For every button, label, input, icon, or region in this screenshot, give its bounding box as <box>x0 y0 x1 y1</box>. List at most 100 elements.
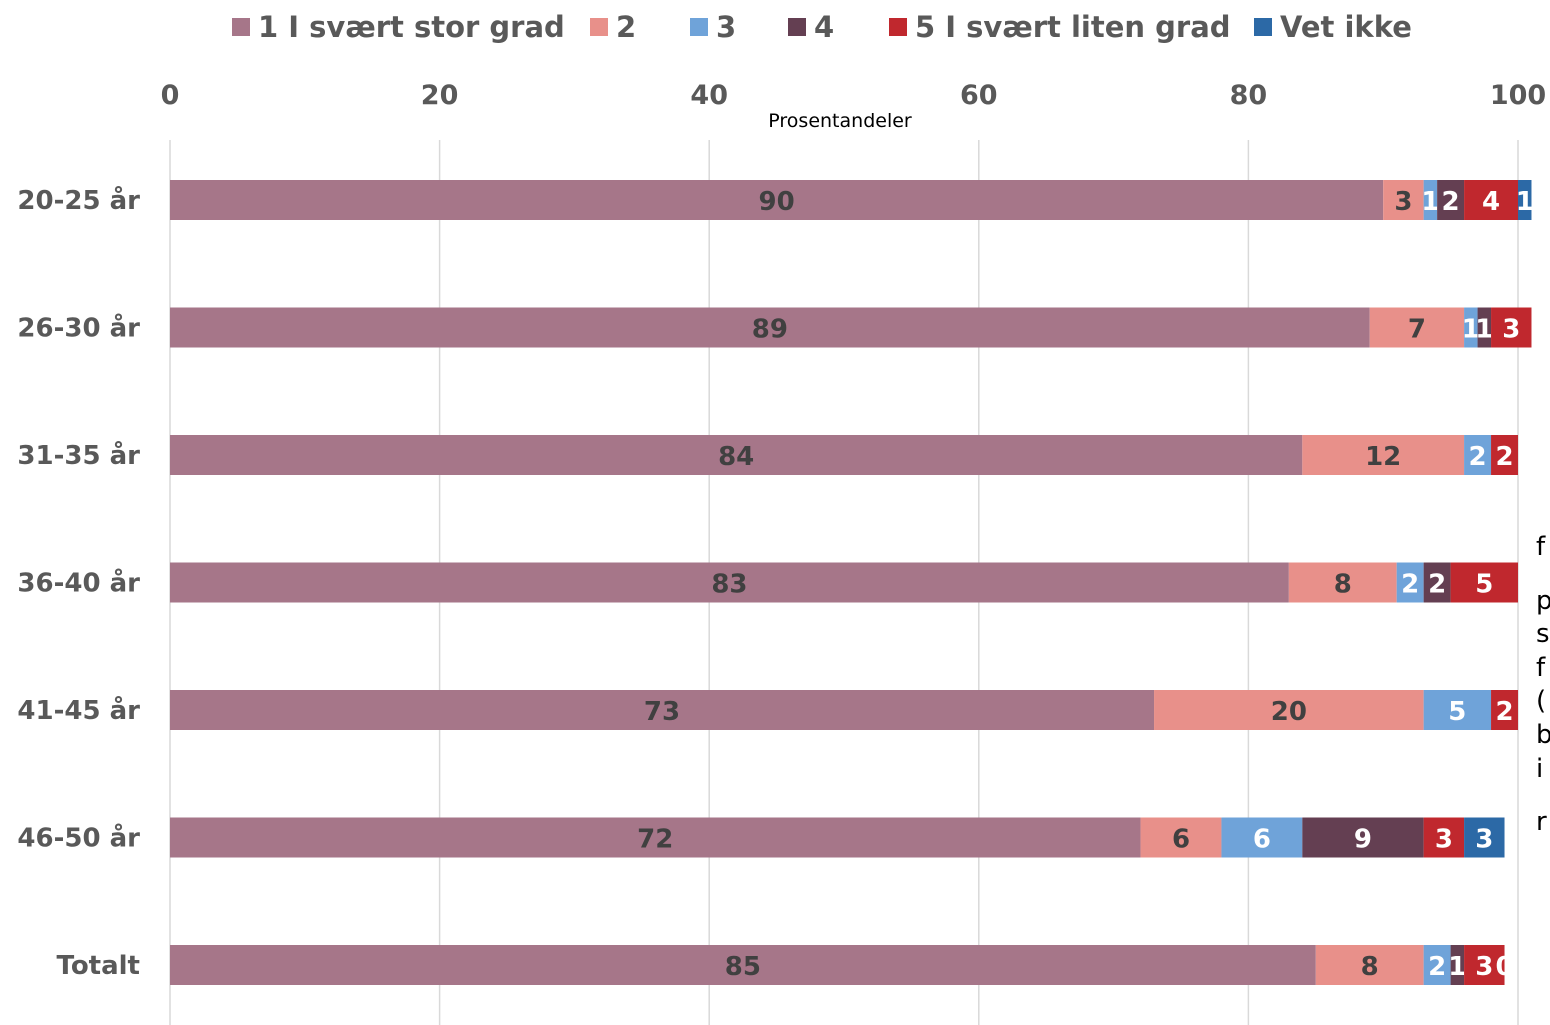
data-label: 1 <box>1462 315 1480 345</box>
bar-segment <box>170 690 1155 730</box>
legend-item: 4 <box>788 10 834 44</box>
legend-label: Vet ikke <box>1280 10 1412 44</box>
legend-swatch <box>232 18 250 36</box>
legend-label: 3 <box>716 10 736 44</box>
legend-label: 4 <box>814 10 834 44</box>
category-label: 46-50 år <box>17 822 140 854</box>
data-label: 2 <box>1469 442 1487 472</box>
x-tick-label: 0 <box>161 80 180 111</box>
bar-segment <box>1221 817 1303 858</box>
bar-segment <box>1491 435 1518 475</box>
legend-swatch <box>1254 18 1272 36</box>
side-note-fragment: s <box>1536 619 1550 649</box>
category-label: 26-30 år <box>17 312 140 344</box>
data-label: 2 <box>1401 570 1419 600</box>
bar-segment <box>170 180 1384 220</box>
category-label: Totalt <box>57 951 140 981</box>
data-label: 90 <box>759 187 795 217</box>
data-label: 72 <box>637 825 673 855</box>
bar-segment <box>1383 180 1424 220</box>
data-label: 1 <box>1421 187 1439 217</box>
data-label: 2 <box>1428 570 1446 600</box>
bar-segment <box>1423 180 1438 220</box>
data-label: 12 <box>1365 442 1401 472</box>
legend-item: 1 I svært stor grad <box>232 10 565 44</box>
x-tick-label: 40 <box>690 80 728 111</box>
bar-segment <box>1288 562 1397 603</box>
bar-segment <box>170 945 1316 985</box>
bar-segment <box>1491 690 1518 730</box>
data-label: 1 <box>1516 187 1534 217</box>
category-label: 41-45 år <box>17 694 140 726</box>
data-label: 85 <box>725 952 761 982</box>
data-label: 3 <box>1435 825 1453 855</box>
bar-segment <box>1491 307 1532 348</box>
bar-segment <box>1423 562 1451 603</box>
data-label: 89 <box>752 315 788 345</box>
x-axis-title: Prosentandeler <box>768 110 912 132</box>
category-label: 31-35 år <box>17 439 140 471</box>
bar-segment <box>1437 180 1465 220</box>
bar-segment <box>170 435 1303 475</box>
data-label: 3 <box>1475 952 1493 982</box>
data-label: 3 <box>1475 825 1493 855</box>
side-note-fragment: f <box>1536 653 1546 683</box>
bar-segment <box>1423 945 1451 985</box>
side-note-fragment: i <box>1536 754 1543 784</box>
bar-segment <box>1423 690 1492 730</box>
bar-segment <box>1464 817 1505 858</box>
data-label: 3 <box>1502 315 1520 345</box>
data-label: 4 <box>1482 187 1500 217</box>
data-label: 5 <box>1475 570 1493 600</box>
bar-segment <box>1464 435 1492 475</box>
category-labels: 20-25 år 26-30 år 31-35 år 36-40 år 41-45 år… <box>17 184 140 981</box>
side-note-fragment: ( <box>1536 686 1546 716</box>
legend-swatch <box>889 18 907 36</box>
bar-segment <box>170 817 1141 858</box>
bar-segment <box>1518 180 1532 220</box>
data-label: 83 <box>711 570 747 600</box>
legend-swatch <box>690 18 708 36</box>
legend-label: 1 I svært stor grad <box>258 10 565 44</box>
data-label: 2 <box>1495 442 1513 472</box>
legend-swatch <box>788 18 806 36</box>
data-label: 1 <box>1475 315 1493 345</box>
bar-segment <box>170 307 1370 348</box>
bar-segment <box>1464 180 1518 220</box>
bar-segment <box>1396 562 1424 603</box>
legend-item: 3 <box>690 10 736 44</box>
category-label: 20-25 år <box>17 184 140 216</box>
data-label: 6 <box>1172 825 1190 855</box>
data-label: 8 <box>1361 952 1379 982</box>
bar-segment <box>1302 817 1424 858</box>
bar-segment <box>1450 562 1518 603</box>
legend-label: 5 I svært liten grad <box>915 10 1231 44</box>
side-note-fragment: r <box>1536 807 1547 837</box>
bar-segment <box>1423 817 1465 858</box>
x-tick-label: 20 <box>421 80 459 111</box>
bar-segment <box>1464 945 1505 985</box>
data-label: 6 <box>1253 825 1271 855</box>
legend-item: 5 I svært liten grad <box>889 10 1231 44</box>
data-label: 73 <box>644 697 680 727</box>
x-tick-label: 60 <box>960 80 998 111</box>
data-label: 2 <box>1428 952 1446 982</box>
side-note-fragment: p <box>1536 586 1550 616</box>
legend-item: 2 <box>590 10 636 44</box>
data-label: 2 <box>1442 187 1460 217</box>
data-label: 84 <box>718 442 754 472</box>
bar-segment <box>1315 945 1424 985</box>
side-note-fragment: f <box>1536 532 1546 562</box>
bar-segment <box>1140 817 1222 858</box>
x-tick-label: 80 <box>1230 80 1268 111</box>
bar-segment <box>1450 945 1465 985</box>
data-label: 2 <box>1495 697 1513 727</box>
data-label: 20 <box>1271 697 1307 727</box>
data-label: 1 <box>1448 952 1466 982</box>
data-label: 3 <box>1394 187 1412 217</box>
bar-segment <box>1464 307 1478 348</box>
legend-swatch <box>590 18 608 36</box>
bars: 90 3 1 2 4 189 7 11 384 12 2 283 8 2 2 573 20 5 272 6 6 9 3 385… <box>170 180 1534 985</box>
bar-segment <box>1154 690 1424 730</box>
